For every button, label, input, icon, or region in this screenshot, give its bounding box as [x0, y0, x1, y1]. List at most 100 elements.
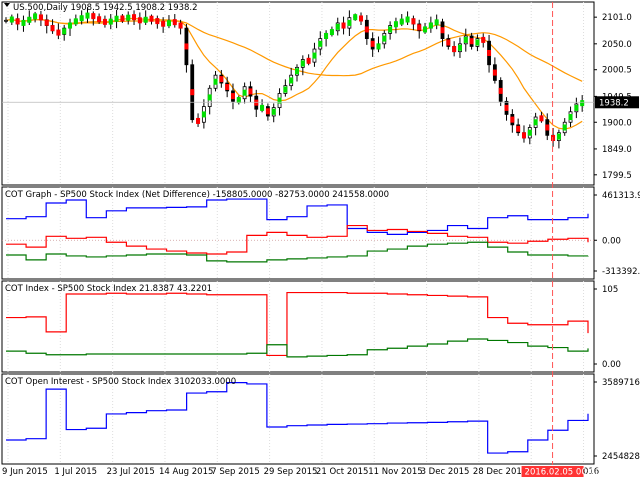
- trend-dot-down: [265, 108, 270, 115]
- trend-dot-up: [33, 13, 38, 20]
- trend-dot-up: [434, 19, 439, 26]
- panel-axis-label: 105: [602, 285, 618, 295]
- ma-slow-line: [5, 18, 583, 82]
- chart-menu-icon[interactable]: [4, 3, 10, 7]
- trend-dot-down: [155, 18, 160, 25]
- trend-dot-down: [411, 18, 416, 25]
- trend-dot-down: [469, 38, 474, 45]
- pane-frame: [1, 186, 595, 280]
- trend-dot-down: [102, 18, 107, 25]
- cot-series-line: [6, 241, 589, 263]
- time-axis-label: 1 Jul 2015: [54, 467, 97, 477]
- trend-dot-down: [219, 76, 224, 83]
- trend-dot-down: [551, 134, 556, 141]
- time-axis-label: 14 Aug 2015: [159, 467, 213, 477]
- price-axis-label: 2000.5: [602, 66, 632, 76]
- panel-axis-label: 0.00: [602, 236, 621, 246]
- trend-dot-up: [114, 15, 119, 22]
- trend-dot-up: [283, 86, 288, 93]
- price-axis-label: 1849.0: [602, 145, 632, 155]
- candle-body: [4, 19, 8, 22]
- cot-series-line: [6, 338, 589, 358]
- trend-dot-down: [504, 104, 509, 111]
- trend-dot-up: [428, 22, 433, 29]
- time-axis-label: 29 Sep 2015: [264, 467, 318, 477]
- trend-dot-down: [38, 14, 43, 21]
- trend-dot-up: [324, 32, 329, 39]
- trend-dot-up: [399, 18, 404, 25]
- price-axis-label: 1900.0: [602, 118, 632, 128]
- panel-title: COT Open Interest - SP500 Stock Index 31…: [5, 377, 236, 387]
- trend-dot-down: [91, 13, 96, 20]
- trend-dot-down: [161, 20, 166, 27]
- trend-dot-down: [190, 89, 195, 96]
- trend-dot-down: [539, 115, 544, 122]
- trend-dot-down: [120, 15, 125, 22]
- trend-dot-up: [318, 40, 323, 47]
- trend-dot-up: [271, 108, 276, 115]
- trend-dot-up: [405, 16, 410, 23]
- trend-dot-down: [196, 117, 201, 124]
- panel-axis-label: 0.00: [602, 360, 621, 370]
- trend-dot-up: [556, 133, 561, 140]
- crosshair-date-badge: [521, 466, 584, 477]
- trend-dot-up: [376, 43, 381, 50]
- cot-series-line: [6, 382, 589, 454]
- panel-axis-label: -313392.: [602, 267, 640, 277]
- price-axis-label: 1799.5: [602, 171, 632, 181]
- trend-dot-up: [289, 77, 294, 84]
- trend-dot-down: [178, 22, 183, 29]
- trend-dot-up: [574, 104, 579, 111]
- trend-dot-up: [295, 68, 299, 75]
- trend-dot-up: [580, 100, 585, 107]
- trend-dot-down: [359, 15, 364, 22]
- trend-dot-down: [137, 17, 142, 24]
- trend-dot-up: [393, 21, 398, 28]
- trend-dot-up: [21, 19, 26, 26]
- trend-dot-up: [260, 104, 265, 111]
- trend-dot-up: [9, 16, 14, 23]
- cot-series-line: [6, 291, 589, 357]
- time-axis-label: 3 Dec 2015: [421, 467, 470, 477]
- trend-dot-down: [56, 29, 61, 36]
- trend-dot-down: [149, 15, 154, 22]
- trend-dot-down: [487, 49, 492, 56]
- trend-dot-down: [15, 18, 20, 25]
- trend-dot-up: [533, 119, 538, 126]
- price-candlestick-plot[interactable]: [2, 7, 594, 149]
- trend-dot-up: [73, 18, 78, 25]
- trend-dot-up: [242, 89, 247, 96]
- trend-dot-up: [277, 97, 282, 104]
- trend-dot-down: [481, 36, 486, 43]
- trend-dot-up: [108, 18, 113, 25]
- cot-series-line: [6, 198, 589, 235]
- time-axis-label: 7 Sep 2015: [211, 467, 259, 477]
- trend-dot-up: [126, 14, 131, 21]
- trend-dot-down: [516, 125, 521, 132]
- trend-dot-down: [440, 27, 445, 34]
- trend-dot-down: [452, 46, 457, 53]
- time-axis-label: 11 Nov 2015: [368, 467, 422, 477]
- trend-dot-up: [335, 23, 340, 30]
- trend-dot-up: [527, 129, 532, 136]
- pane-frame: [1, 373, 595, 465]
- panel-axis-label: 2454828: [602, 452, 640, 462]
- cot-series-line: [6, 224, 589, 255]
- trend-dot-down: [498, 87, 503, 94]
- trend-dot-down: [50, 25, 55, 32]
- time-axis-label: 21 Oct 2015: [316, 467, 369, 477]
- trend-dot-up: [143, 16, 148, 23]
- cot-panels: [2, 198, 594, 454]
- trend-dot-down: [132, 14, 137, 21]
- trend-dot-down: [417, 24, 422, 31]
- trend-dot-down: [184, 43, 189, 50]
- trend-dot-up: [201, 111, 206, 118]
- trend-dot-up: [457, 44, 462, 51]
- panel-title: COT Index - SP500 Stock Index 21.8387 43…: [5, 284, 212, 294]
- trend-dot-down: [545, 124, 550, 131]
- trend-dot-up: [347, 19, 352, 26]
- time-axis-label: 28 Dec 2015: [473, 467, 527, 477]
- current-price-badge: [595, 96, 639, 109]
- trend-dot-up: [62, 28, 67, 35]
